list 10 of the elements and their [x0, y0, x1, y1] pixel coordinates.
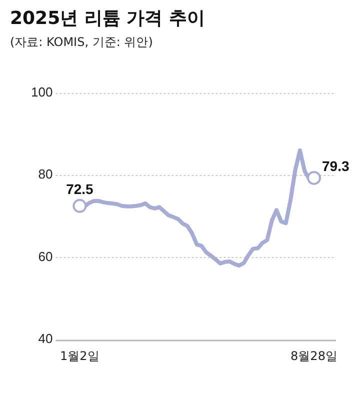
- x-tick-label: 8월28일: [290, 348, 338, 363]
- y-tick-label: 80: [38, 166, 53, 182]
- chart-title: 2025년 리튬 가격 추이: [10, 7, 205, 30]
- chart-subtitle: (자료: KOMIS, 기준: 위안): [10, 34, 153, 51]
- x-tick-label: 1월2일: [60, 348, 100, 363]
- y-tick-label: 40: [38, 331, 53, 346]
- y-tick-label: 100: [30, 84, 53, 100]
- data-label: 79.3: [322, 158, 350, 174]
- data-label: 72.5: [66, 180, 94, 197]
- y-tick-label: 60: [38, 248, 53, 264]
